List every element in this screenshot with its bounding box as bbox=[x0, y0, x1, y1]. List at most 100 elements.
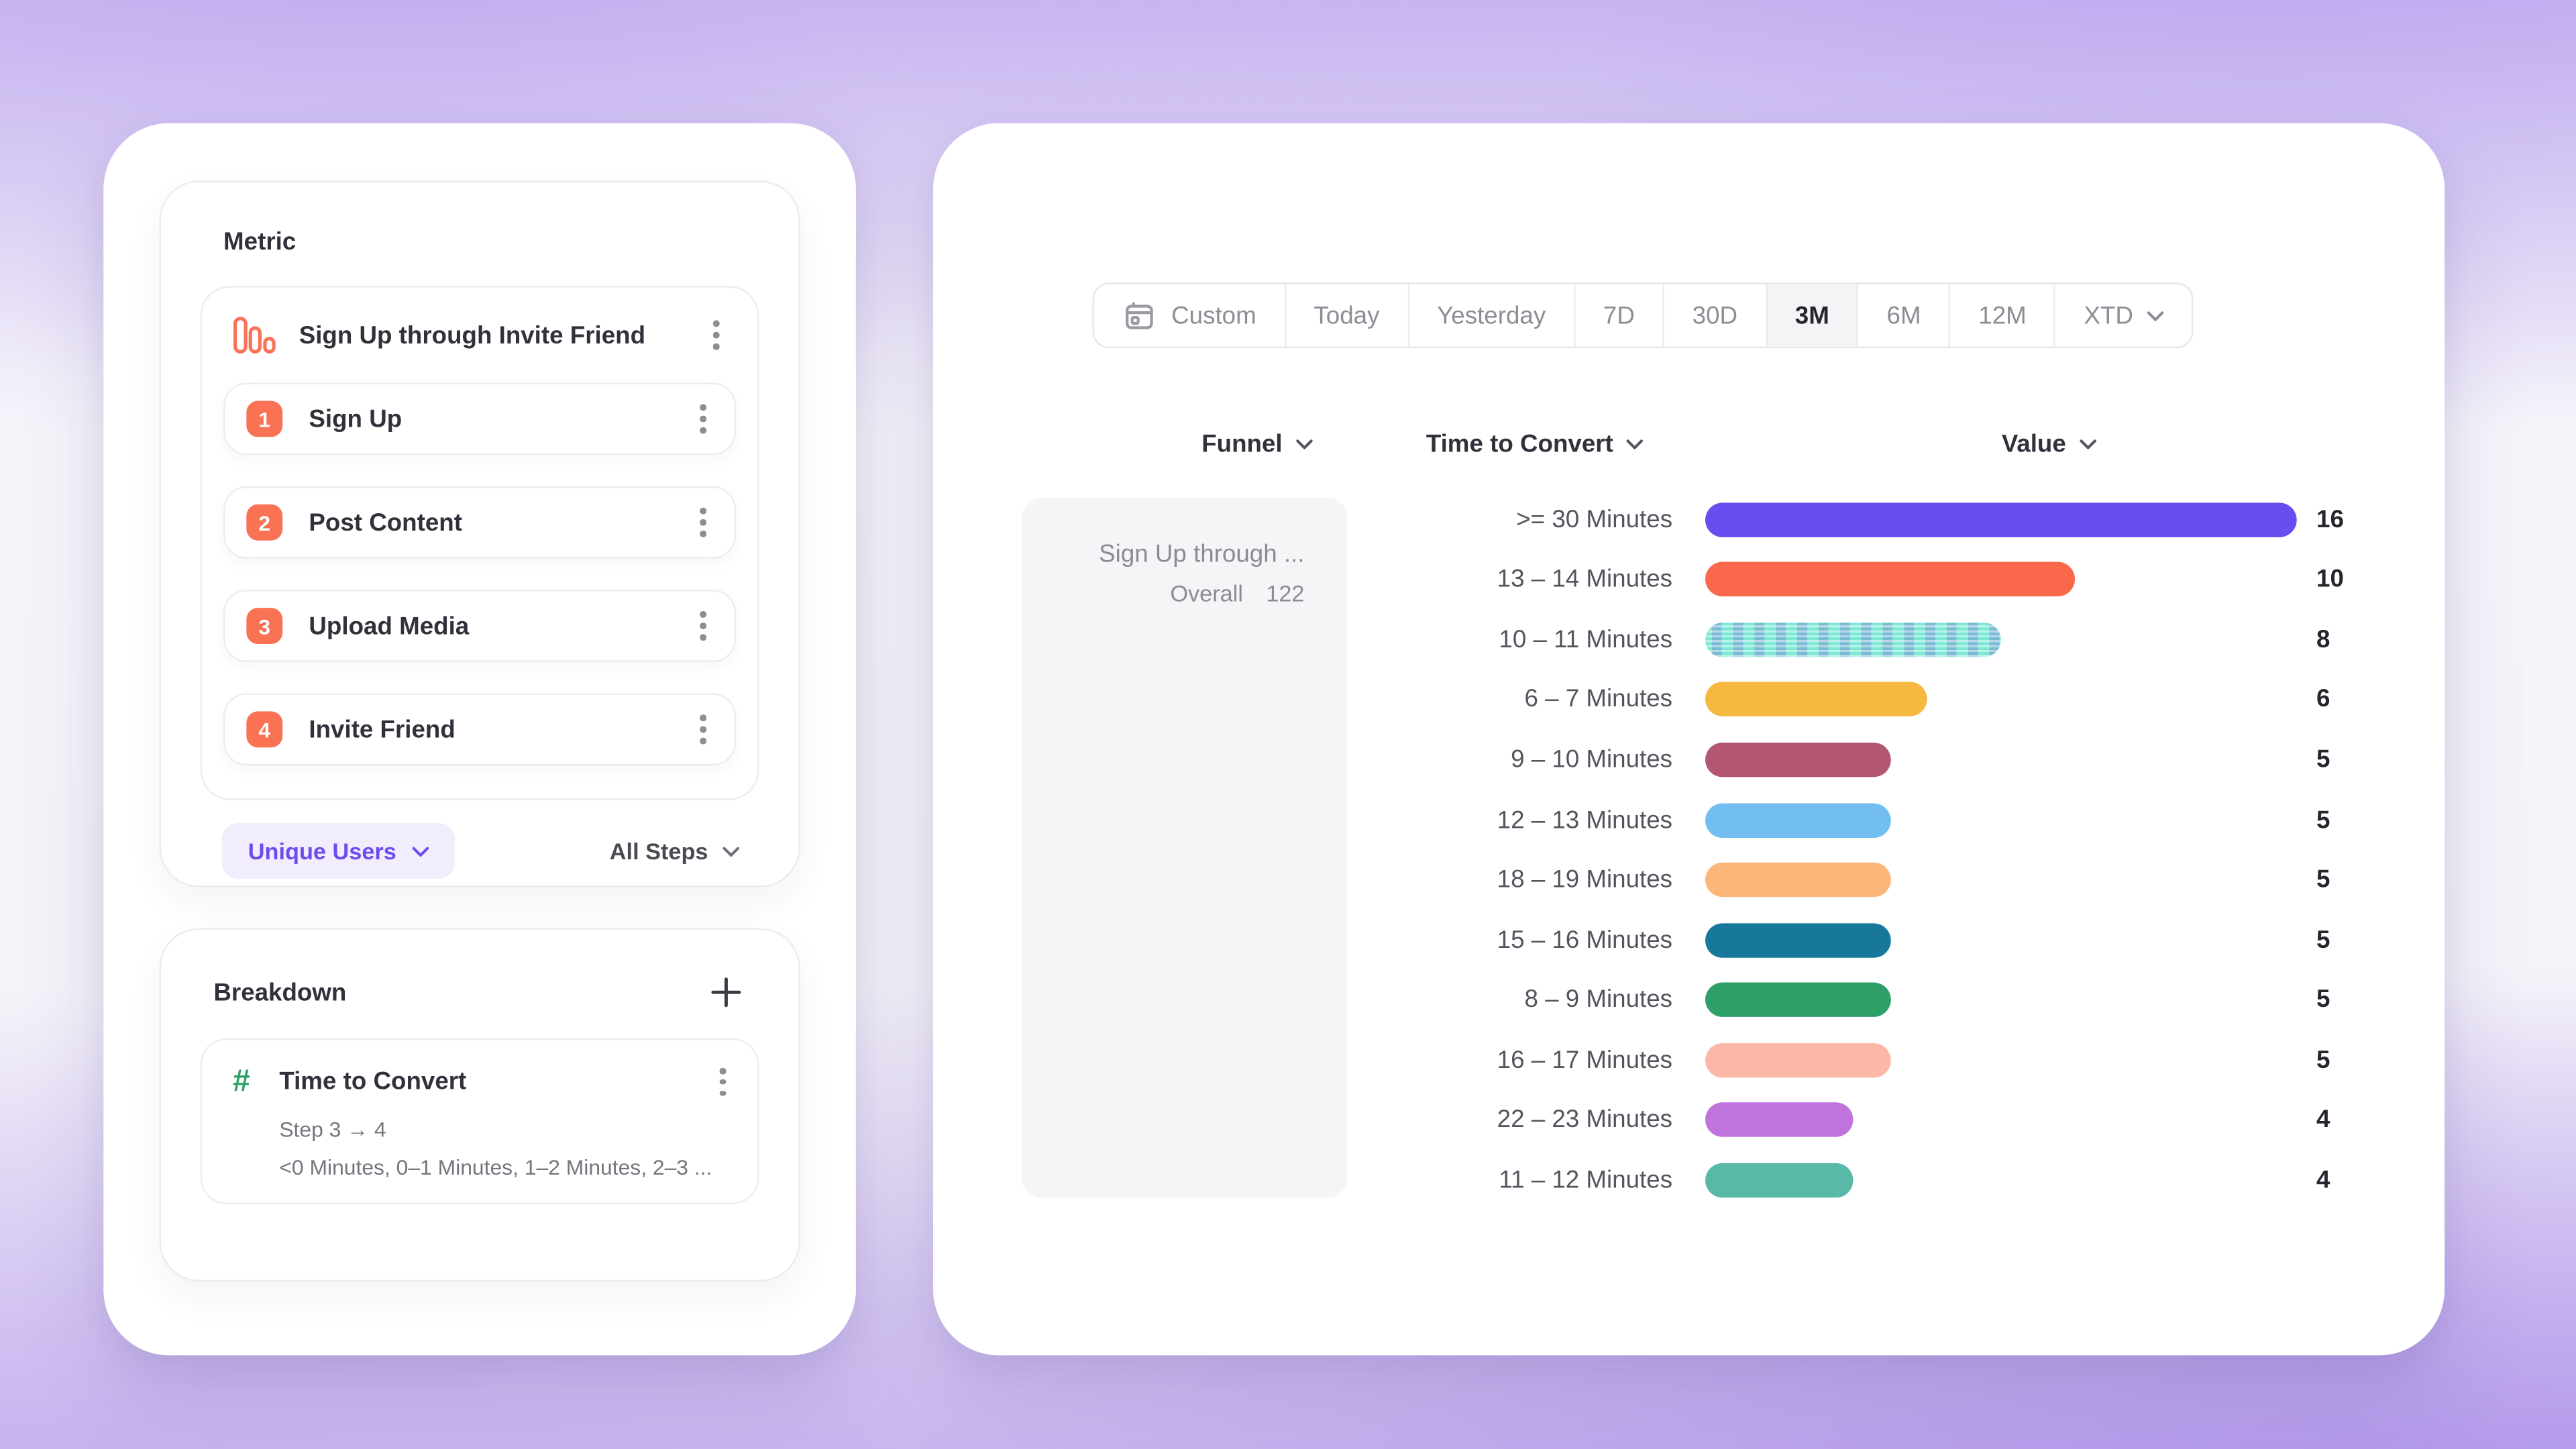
kebab-menu-icon[interactable] bbox=[714, 1061, 733, 1103]
funnel-definition-card: Sign Up through Invite Friend 1 Sign Up 2 P… bbox=[200, 286, 759, 800]
breakdown-property-name: Time to Convert bbox=[279, 1068, 467, 1096]
steps-filter-label: All Steps bbox=[609, 837, 708, 865]
metric-section-title: Metric bbox=[223, 228, 297, 257]
column-header-time-to-convert-label: Time to Convert bbox=[1426, 429, 1613, 458]
funnel-cell[interactable]: Sign Up through ... Overall 122 bbox=[1022, 498, 1348, 1198]
bar-track bbox=[1705, 622, 2297, 657]
metric-footer: Unique Users All Steps bbox=[201, 822, 759, 879]
bucket-label: 13 – 14 Minutes bbox=[1497, 566, 1673, 594]
table-row[interactable]: 16 – 17 Minutes 5 bbox=[1337, 1030, 2405, 1090]
overall-value: 122 bbox=[1266, 580, 1305, 606]
bar-value: 4 bbox=[2316, 1106, 2330, 1134]
chevron-down-icon bbox=[2079, 439, 2096, 449]
value-bar[interactable] bbox=[1705, 862, 1891, 898]
table-row[interactable]: 22 – 23 Minutes 4 bbox=[1337, 1090, 2405, 1150]
chevron-down-icon bbox=[2148, 311, 2165, 321]
bar-value: 5 bbox=[2316, 985, 2330, 1014]
table-row[interactable]: >= 30 Minutes 16 bbox=[1337, 490, 2405, 550]
bucket-label: 12 – 13 Minutes bbox=[1497, 806, 1673, 834]
breakdown-property-card[interactable]: # Time to Convert Step 3 → 4 <0 Minutes,… bbox=[200, 1038, 759, 1205]
bar-track bbox=[1705, 862, 2297, 898]
kebab-menu-icon[interactable] bbox=[694, 605, 712, 647]
chevron-down-icon bbox=[413, 846, 429, 856]
bar-track bbox=[1705, 1102, 2297, 1138]
table-row[interactable]: 18 – 19 Minutes 5 bbox=[1337, 850, 2405, 910]
date-range-3m[interactable]: 3M bbox=[1765, 284, 1858, 347]
date-range-custom[interactable]: Custom bbox=[1094, 284, 1284, 347]
value-bar[interactable] bbox=[1705, 922, 1891, 957]
steps-filter-dropdown[interactable]: All Steps bbox=[609, 837, 740, 865]
value-bar[interactable] bbox=[1705, 1042, 1891, 1077]
kebab-menu-icon[interactable] bbox=[707, 315, 726, 356]
bar-track bbox=[1705, 562, 2297, 597]
funnel-name: Sign Up through Invite Friend bbox=[299, 321, 646, 350]
kebab-menu-icon[interactable] bbox=[694, 502, 712, 543]
step-label: Invite Friend bbox=[309, 715, 455, 744]
breakdown-bar-rows: >= 30 Minutes 16 13 – 14 Minutes 10 10 – 11 … bbox=[1337, 490, 2405, 1210]
table-row[interactable]: 15 – 16 Minutes 5 bbox=[1337, 910, 2405, 970]
table-row[interactable]: 13 – 14 Minutes 10 bbox=[1337, 549, 2405, 610]
value-bar[interactable] bbox=[1705, 682, 1927, 717]
step-number-badge: 4 bbox=[246, 711, 283, 748]
value-bar[interactable] bbox=[1705, 802, 1891, 837]
value-bar[interactable] bbox=[1705, 562, 2076, 597]
date-range-label: Custom bbox=[1171, 301, 1256, 330]
value-bar[interactable] bbox=[1705, 982, 1891, 1018]
kebab-menu-icon[interactable] bbox=[694, 398, 712, 440]
funnel-step-row[interactable]: 2 Post Content bbox=[223, 486, 737, 559]
funnel-cell-name: Sign Up through ... bbox=[1099, 540, 1305, 569]
table-row[interactable]: 11 – 12 Minutes 4 bbox=[1337, 1150, 2405, 1210]
date-range-label: 30D bbox=[1692, 301, 1738, 330]
date-range-7d[interactable]: 7D bbox=[1573, 284, 1663, 347]
bucket-label: 22 – 23 Minutes bbox=[1497, 1106, 1673, 1134]
add-breakdown-button[interactable] bbox=[706, 973, 746, 1012]
hash-icon: # bbox=[233, 1063, 250, 1099]
funnel-step-row[interactable]: 1 Sign Up bbox=[223, 382, 737, 455]
bucket-label: 8 – 9 Minutes bbox=[1524, 985, 1673, 1014]
funnel-step-row[interactable]: 3 Upload Media bbox=[223, 590, 737, 662]
bucket-label: >= 30 Minutes bbox=[1516, 505, 1673, 534]
value-bar[interactable] bbox=[1705, 622, 2001, 657]
date-range-label: 12M bbox=[1978, 301, 2027, 330]
bar-track bbox=[1705, 922, 2297, 957]
bucket-label: 11 – 12 Minutes bbox=[1499, 1166, 1673, 1194]
counting-method-dropdown[interactable]: Unique Users bbox=[221, 822, 455, 879]
column-header-value[interactable]: Value bbox=[1933, 422, 2163, 465]
bar-value: 5 bbox=[2316, 1046, 2330, 1074]
kebab-menu-icon[interactable] bbox=[694, 709, 712, 751]
column-header-funnel[interactable]: Funnel bbox=[1159, 422, 1356, 465]
bar-value: 5 bbox=[2316, 745, 2330, 774]
table-row[interactable]: 8 – 9 Minutes 5 bbox=[1337, 970, 2405, 1030]
query-builder-card: Metric Sign Up through Invite Friend 1 Si… bbox=[103, 123, 856, 1356]
breakdown-property-row: # Time to Convert bbox=[227, 1061, 733, 1103]
date-range-yesterday[interactable]: Yesterday bbox=[1407, 284, 1574, 347]
value-bar[interactable] bbox=[1705, 742, 1891, 777]
date-range-12m[interactable]: 12M bbox=[1949, 284, 2054, 347]
breakdown-header: Breakdown bbox=[213, 973, 745, 1012]
bucket-label: 10 – 11 Minutes bbox=[1499, 625, 1673, 654]
value-bar[interactable] bbox=[1705, 1163, 1854, 1197]
bucket-label: 9 – 10 Minutes bbox=[1511, 745, 1673, 774]
bucket-label: 15 – 16 Minutes bbox=[1497, 926, 1673, 954]
table-row[interactable]: 12 – 13 Minutes 5 bbox=[1337, 790, 2405, 850]
funnel-step-row[interactable]: 4 Invite Friend bbox=[223, 693, 737, 766]
date-range-today[interactable]: Today bbox=[1284, 284, 1407, 347]
value-bar[interactable] bbox=[1705, 502, 2297, 537]
value-bar[interactable] bbox=[1705, 1102, 1854, 1138]
date-range-30d[interactable]: 30D bbox=[1662, 284, 1766, 347]
step-label: Upload Media bbox=[309, 612, 470, 640]
table-row[interactable]: 10 – 11 Minutes 8 bbox=[1337, 610, 2405, 670]
date-range-label: Yesterday bbox=[1437, 301, 1546, 330]
date-range-xtd[interactable]: XTD bbox=[2054, 284, 2192, 347]
date-range-label: 3M bbox=[1794, 301, 1829, 330]
table-row[interactable]: 9 – 10 Minutes 5 bbox=[1337, 730, 2405, 790]
bucket-label: 18 – 19 Minutes bbox=[1497, 865, 1673, 894]
funnel-title-row[interactable]: Sign Up through Invite Friend bbox=[223, 288, 736, 383]
date-range-6m[interactable]: 6M bbox=[1857, 284, 1949, 347]
step-number-badge: 3 bbox=[246, 608, 283, 644]
step-label: Sign Up bbox=[309, 405, 402, 433]
breakdown-step-range: Step 3 → 4 bbox=[279, 1117, 386, 1142]
column-header-time-to-convert[interactable]: Time to Convert bbox=[1370, 422, 1699, 465]
table-row[interactable]: 6 – 7 Minutes 6 bbox=[1337, 669, 2405, 730]
